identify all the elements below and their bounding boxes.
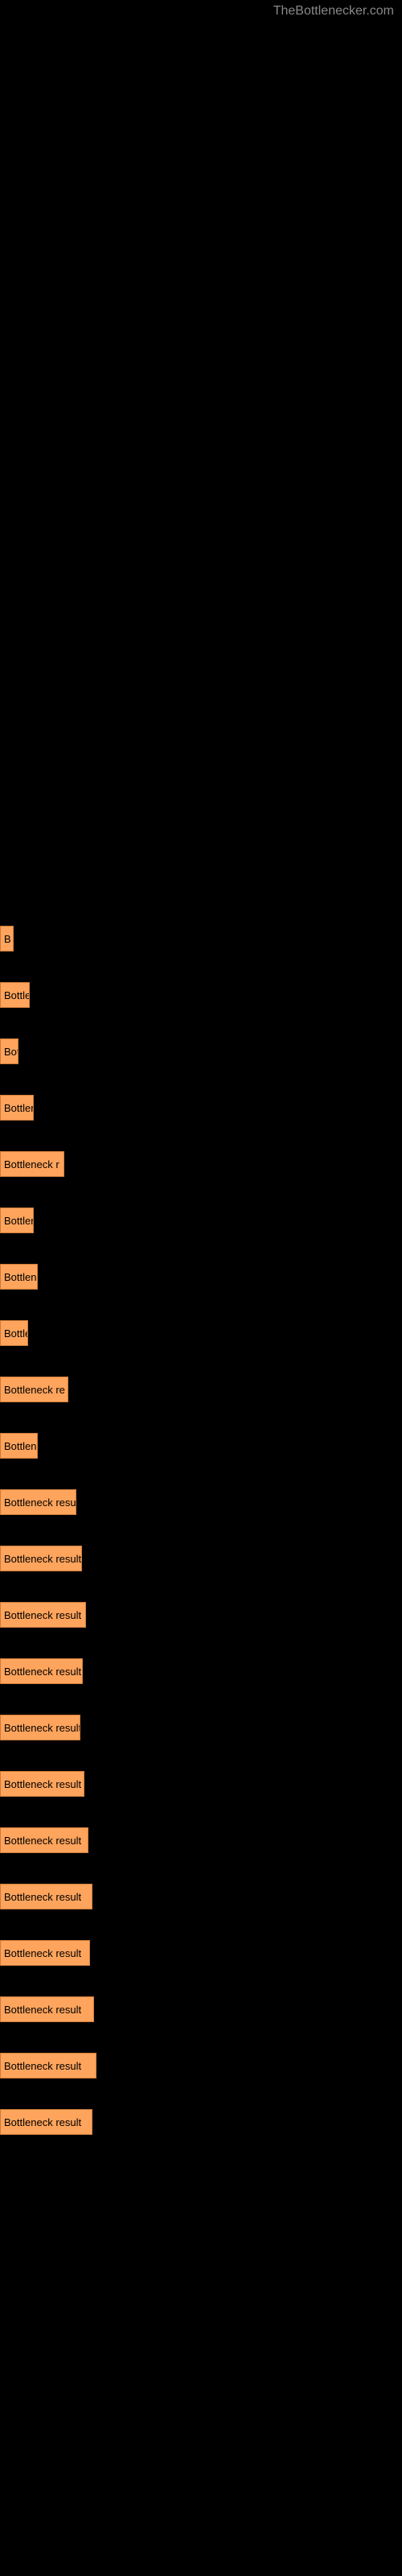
bar-group: Bottleneck result: [0, 1602, 402, 1628]
bar: Bottlenec: [0, 1264, 38, 1290]
bar: Bottleneck re: [0, 1377, 68, 1402]
bar-group: Bottleneck result: [0, 1940, 402, 1966]
bar: Bottleneck result: [0, 1715, 80, 1740]
bar-group: Bottleneck result: [0, 1771, 402, 1797]
bar-group: Bottleneck re: [0, 1377, 402, 1402]
bar: Bottleneck r: [0, 1151, 64, 1177]
bar: Bottleneck result: [0, 2109, 92, 2135]
bar-group: Bottleneck result: [0, 1996, 402, 2022]
bar-group: B: [0, 926, 402, 952]
bar-group: Bottleneck resul: [0, 1489, 402, 1515]
bar: Bottleneck result: [0, 1546, 82, 1571]
bar: Bottleneck result: [0, 1996, 94, 2022]
bar: Bottleneck result: [0, 1602, 86, 1628]
bar: Bottleneck result: [0, 1658, 83, 1684]
bar-group: Bottleneck result: [0, 1715, 402, 1740]
bar: Bottlen: [0, 982, 30, 1008]
bar-group: Bottle: [0, 1320, 402, 1346]
bar-group: Bottlenec: [0, 1433, 402, 1459]
bar: Bottleneck result: [0, 1827, 88, 1853]
bar: Bottleneck result: [0, 1771, 84, 1797]
bar-group: Bottleneck result: [0, 1884, 402, 1909]
bar-group: Bottlene: [0, 1095, 402, 1121]
bar-chart: B Bottlen Bot Bottlene Bottleneck r Bottlene B…: [0, 0, 402, 2135]
bar-group: Bot: [0, 1038, 402, 1064]
bar: Bottleneck result: [0, 2053, 96, 2079]
watermark: TheBottlenecker.com: [273, 4, 394, 19]
bar-group: Bottleneck r: [0, 1151, 402, 1177]
bar: Bottle: [0, 1320, 28, 1346]
bar-group: Bottlen: [0, 982, 402, 1008]
bar-group: Bottleneck result: [0, 1827, 402, 1853]
bar: Bot: [0, 1038, 18, 1064]
bar: Bottleneck result: [0, 1940, 90, 1966]
bar: B: [0, 926, 14, 952]
bar: Bottlene: [0, 1208, 34, 1233]
bar-group: Bottleneck result: [0, 1658, 402, 1684]
bar: Bottlene: [0, 1095, 34, 1121]
bar-group: Bottleneck result: [0, 1546, 402, 1571]
bar-group: Bottlene: [0, 1208, 402, 1233]
bar-group: Bottleneck result: [0, 2053, 402, 2079]
bar: Bottleneck result: [0, 1884, 92, 1909]
bar: Bottlenec: [0, 1433, 38, 1459]
bar: Bottleneck resul: [0, 1489, 76, 1515]
bar-group: Bottleneck result: [0, 2109, 402, 2135]
bar-group: Bottlenec: [0, 1264, 402, 1290]
